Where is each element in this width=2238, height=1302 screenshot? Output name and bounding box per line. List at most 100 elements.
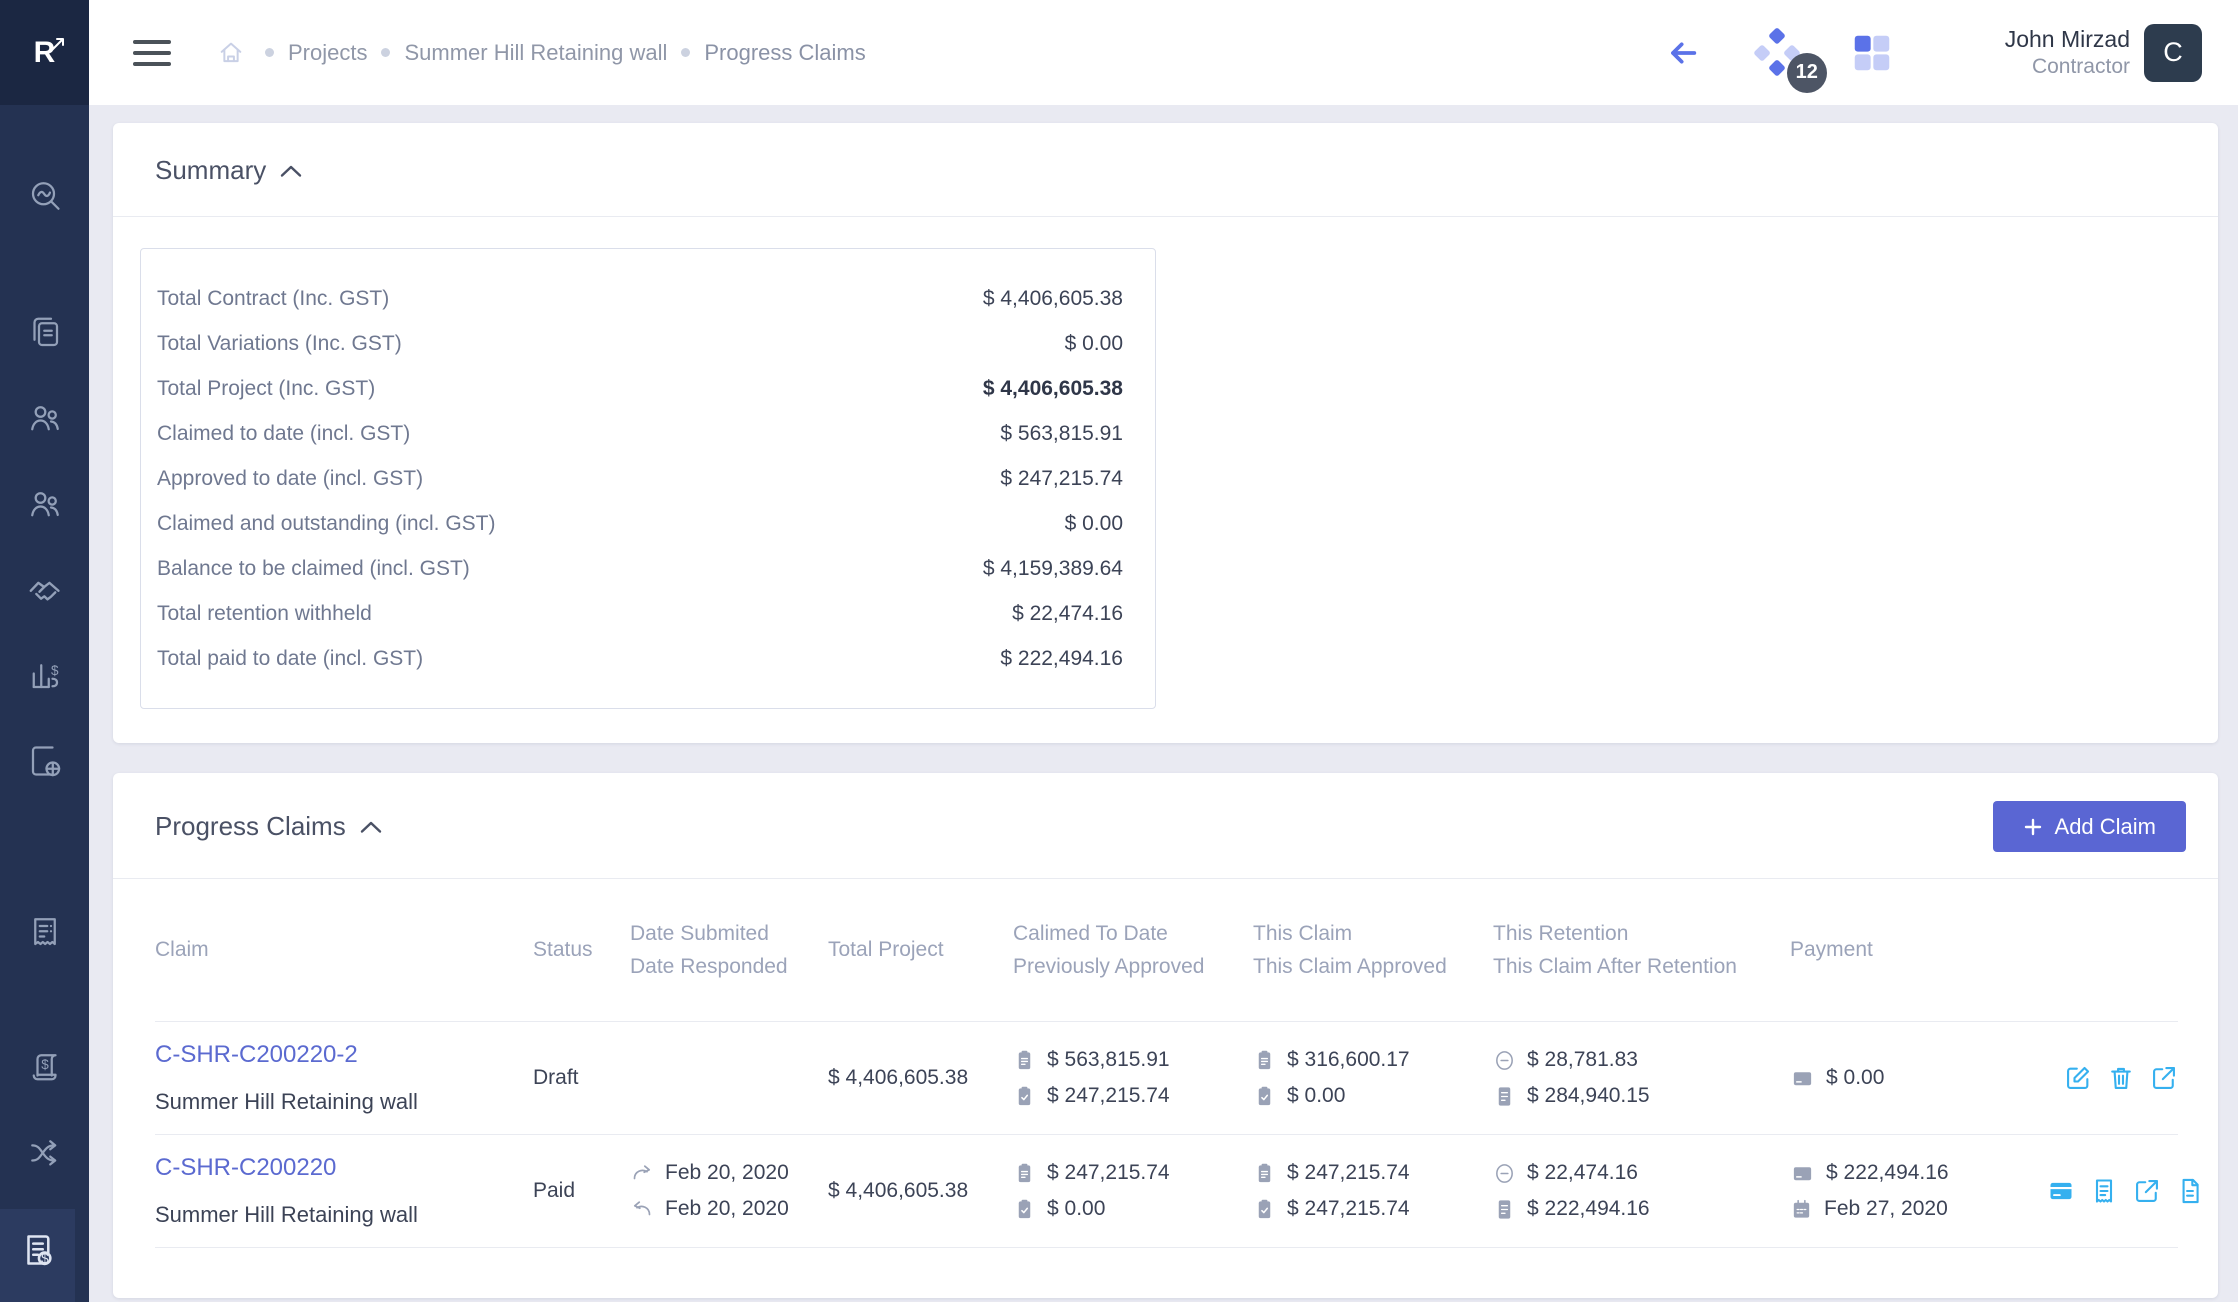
claims-table: Claim Status Date Submited Date Responded… bbox=[113, 879, 2218, 1298]
sidebar-item-team[interactable] bbox=[0, 388, 89, 448]
users-alt-icon bbox=[30, 492, 59, 517]
document-lines-icon bbox=[1493, 1085, 1516, 1108]
view-receipt-button[interactable] bbox=[2090, 1177, 2118, 1205]
grid-squares-icon bbox=[1854, 35, 1889, 70]
sidebar-item-site-board[interactable] bbox=[0, 731, 89, 791]
breadcrumb-progress-claims: Progress Claims bbox=[704, 39, 866, 65]
notifications-button[interactable]: 12 bbox=[1751, 27, 1827, 93]
add-claim-button[interactable]: Add Claim bbox=[1992, 801, 2186, 852]
previously-approved-value: $ 0.00 bbox=[1047, 1197, 1106, 1220]
sidebar-item-documents[interactable] bbox=[0, 303, 89, 363]
chevron-up-icon bbox=[281, 165, 302, 177]
status-badge: Draft bbox=[533, 1066, 579, 1089]
this-claim-value: $ 247,215.74 bbox=[1287, 1161, 1410, 1184]
home-icon[interactable] bbox=[217, 39, 245, 67]
col-claim: Claim bbox=[155, 938, 209, 961]
payment-value: $ 0.00 bbox=[1826, 1066, 1885, 1089]
credit-card-icon bbox=[1790, 1162, 1815, 1185]
receipt-dollar-icon: $ bbox=[26, 1235, 52, 1266]
col-date-submitted: Date Submited bbox=[630, 921, 769, 945]
sidebar-item-insights[interactable] bbox=[0, 166, 89, 226]
claimed-to-date-value: $ 247,215.74 bbox=[1047, 1161, 1170, 1184]
clipboard-check-icon bbox=[1253, 1198, 1276, 1221]
add-claim-label: Add Claim bbox=[2054, 813, 2156, 839]
summary-value: $ 22,474.16 bbox=[1012, 601, 1123, 625]
minus-circle-icon bbox=[1493, 1049, 1516, 1072]
plus-icon bbox=[2024, 818, 2041, 835]
clipboard-icon bbox=[1253, 1162, 1276, 1185]
credit-card-cyan-icon bbox=[2050, 1182, 2072, 1200]
open-claim-button[interactable] bbox=[2133, 1177, 2161, 1205]
this-claim-after-retention-value: $ 284,940.15 bbox=[1527, 1084, 1650, 1107]
back-arrow-icon[interactable] bbox=[1665, 37, 1701, 69]
claim-document-button[interactable] bbox=[2176, 1177, 2204, 1205]
col-previously-approved: Previously Approved bbox=[1013, 954, 1205, 978]
bar-chart-dollar-icon: $ bbox=[32, 663, 59, 689]
user-role: Contractor bbox=[2031, 55, 2130, 78]
avatar[interactable]: C bbox=[2144, 23, 2202, 82]
breadcrumb-projects[interactable]: Projects bbox=[288, 39, 368, 65]
this-claim-value: $ 316,600.17 bbox=[1287, 1048, 1410, 1071]
user-name: John Mirzad bbox=[2004, 26, 2130, 52]
col-this-claim-after-retention: This Claim After Retention bbox=[1493, 954, 1737, 978]
copy-documents-icon bbox=[32, 317, 58, 347]
summary-label: Claimed and outstanding (incl. GST) bbox=[157, 511, 496, 535]
sidebar-item-progress-claims[interactable]: $ bbox=[0, 1209, 75, 1291]
sidebar-item-financials[interactable]: $ bbox=[0, 645, 89, 705]
clipboard-check-icon bbox=[1013, 1085, 1036, 1108]
tablet-globe-icon bbox=[31, 746, 60, 777]
summary-title: Summary bbox=[155, 155, 267, 185]
menu-hamburger-icon[interactable] bbox=[133, 39, 171, 66]
delete-claim-button[interactable] bbox=[2107, 1064, 2135, 1092]
divider bbox=[113, 216, 2218, 217]
open-claim-button[interactable] bbox=[2150, 1064, 2178, 1092]
sidebar-item-contacts[interactable] bbox=[0, 474, 89, 534]
payment-value: $ 222,494.16 bbox=[1826, 1161, 1949, 1184]
col-this-retention: This Retention bbox=[1493, 921, 1629, 945]
handshake-icon bbox=[29, 581, 60, 601]
previously-approved-value: $ 247,215.74 bbox=[1047, 1084, 1170, 1107]
claims-section-toggle[interactable]: Progress Claims bbox=[155, 811, 382, 842]
claim-link[interactable]: C-SHR-C200220-2 bbox=[155, 1041, 358, 1068]
svg-text:$: $ bbox=[41, 1057, 49, 1072]
receipt-icon bbox=[33, 918, 56, 946]
clipboard-icon bbox=[1013, 1162, 1036, 1185]
receipt-cyan-icon bbox=[2095, 1179, 2113, 1203]
col-date-responded: Date Responded bbox=[630, 954, 788, 978]
claims-title: Progress Claims bbox=[155, 811, 346, 841]
breadcrumb-project-name[interactable]: Summer Hill Retaining wall bbox=[404, 39, 668, 65]
svg-text:$: $ bbox=[41, 1251, 49, 1266]
external-link-icon bbox=[2136, 1180, 2158, 1202]
summary-section-toggle[interactable]: Summary bbox=[155, 155, 302, 186]
claim-link[interactable]: C-SHR-C200220 bbox=[155, 1154, 337, 1181]
minus-circle-icon bbox=[1493, 1162, 1516, 1185]
app-logo[interactable]: R bbox=[0, 0, 89, 105]
credit-card-icon bbox=[1790, 1067, 1815, 1090]
sidebar-item-partners[interactable] bbox=[0, 560, 89, 620]
chevron-up-icon bbox=[360, 821, 381, 833]
apps-grid-button[interactable] bbox=[1849, 30, 1895, 76]
responded-arrow-icon bbox=[630, 1197, 654, 1221]
sidebar: R $ bbox=[0, 0, 89, 1302]
col-this-claim: This Claim bbox=[1253, 921, 1353, 945]
summary-label: Balance to be claimed (incl. GST) bbox=[157, 556, 470, 580]
col-status: Status bbox=[533, 938, 593, 961]
divider bbox=[155, 1134, 2178, 1135]
payment-button[interactable] bbox=[2047, 1177, 2075, 1205]
table-header-row: Claim Status Date Submited Date Responded… bbox=[155, 879, 2178, 1021]
summary-value: $ 0.00 bbox=[1064, 511, 1123, 535]
this-claim-approved-value: $ 247,215.74 bbox=[1287, 1197, 1410, 1220]
summary-value: $ 4,159,389.64 bbox=[982, 556, 1123, 580]
sidebar-item-receipts[interactable] bbox=[0, 902, 89, 962]
col-claimed-to-date: Calimed To Date bbox=[1013, 921, 1168, 945]
edit-claim-button[interactable] bbox=[2064, 1064, 2092, 1092]
sidebar-item-contracts[interactable]: $ bbox=[0, 1038, 89, 1098]
this-retention-value: $ 22,474.16 bbox=[1527, 1161, 1638, 1184]
summary-label: Total Variations (Inc. GST) bbox=[157, 331, 402, 355]
edit-icon bbox=[2067, 1066, 2090, 1089]
date-responded-value: Feb 20, 2020 bbox=[665, 1197, 789, 1220]
sidebar-item-transfers[interactable] bbox=[0, 1123, 89, 1183]
notification-count-badge: 12 bbox=[1786, 52, 1827, 93]
clipboard-icon bbox=[1253, 1049, 1276, 1072]
this-claim-after-retention-value: $ 222,494.16 bbox=[1527, 1197, 1650, 1220]
